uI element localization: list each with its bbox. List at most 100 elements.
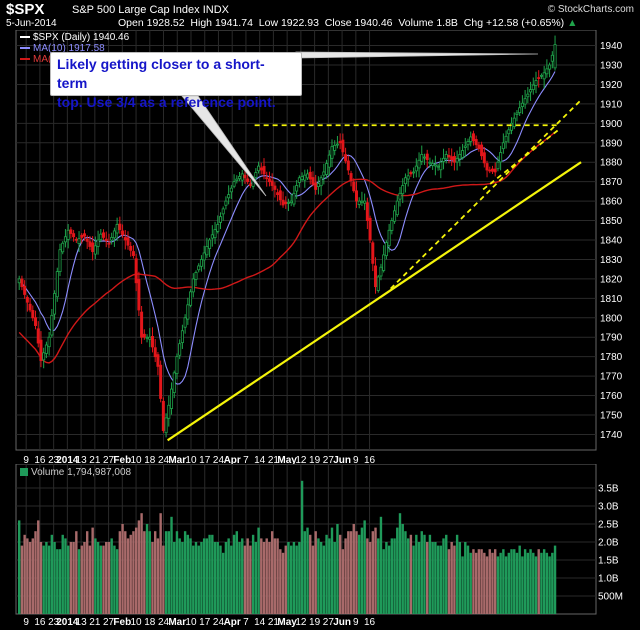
volume-bar-up [523,549,527,614]
volume-bar-up [287,542,290,614]
volume-bar-down [309,534,312,614]
volume-y-tick-label: 500M [598,592,623,603]
callout-pointer-down [181,95,267,197]
price-x-tick-label: 2014 [56,455,79,466]
volume-x-tick-label: 21 [268,617,280,628]
candle-up [295,185,299,192]
volume-bar-down [426,542,429,614]
price-y-tick-label: 1870 [600,177,623,188]
volume-bar-up [330,527,334,614]
candle-up [170,388,174,409]
candle-down [161,400,165,431]
ma-slow-line [18,131,556,364]
volume-y-tick-label: 1.5B [598,556,619,567]
price-x-tick-label: 23 [48,455,60,466]
candle-down [74,238,78,241]
volume-bar-up [145,524,149,614]
candle-down [20,278,24,288]
volume-bar-down [537,549,540,614]
candle-up [227,194,231,199]
volume-bar-up [197,545,200,614]
price-y-tick-label: 1840 [600,236,623,247]
volume-x-tick-label: Apr [224,617,241,628]
candle-up [213,229,217,239]
volume-bar-up [175,531,179,614]
volume-bar-down [488,549,491,614]
volume-bar-down [472,549,475,614]
candle-up [393,210,397,222]
volume-bar-down [371,531,374,614]
legend-volume-text: Volume 1,794,987,008 [31,467,132,478]
volume-bar-up [504,556,508,614]
volume-bar-up [47,545,51,614]
volume-bar-up [61,534,64,614]
volume-bar-down [491,552,494,614]
candle-up [172,372,176,393]
candle-up [58,249,62,273]
volume-bar-up [66,545,70,614]
candle-up [238,176,242,180]
volume-bar-up [507,552,510,614]
volume-x-tick-label: 10 [185,617,197,628]
volume-bar-down [485,556,489,614]
candle-up [442,157,446,162]
legend-ma-fast: MA(10) 1917.58 [20,43,105,54]
legend-ma-slow: MA(50) [20,54,66,65]
volume-bar-down [72,542,75,614]
volume-x-tick-label: 2014 [56,617,79,628]
candle-up [50,314,54,336]
volume-bar-up [513,549,516,614]
open-value: 1928.52 [146,17,185,29]
volume-bar-up [113,545,116,614]
candle-down [349,173,353,181]
candle-down [480,144,484,157]
volume-bar-up [328,538,331,614]
candle-up [384,242,388,257]
volume-bar-down [477,549,481,614]
candle-up [422,156,426,159]
volume-bar-up [235,531,238,614]
volume-bar-down [75,531,78,614]
candle-up [469,136,473,142]
volume-bar-down [31,538,34,614]
candle-down [36,328,40,344]
volume-bar-down [140,513,143,614]
candle-up [115,224,119,234]
candle-down [278,190,282,201]
close-label: Close [324,17,352,29]
volume-bar-down [260,538,263,614]
candle-down [482,152,486,164]
volume-bar-up [200,542,203,614]
candle-up [254,172,258,179]
price-x-tick-label: 21 [89,455,101,466]
volume-bar-down [368,542,372,614]
candle-down [490,168,494,172]
volume-bar-down [265,538,268,614]
volume-bar-up [219,545,222,614]
trendlines [166,99,582,442]
legend-ma-slow-swatch [20,58,30,61]
price-x-tick-label: 16 [34,455,46,466]
price-x-tick-label: 24 [213,455,225,466]
volume-y-tick-label: 2.0B [598,538,619,549]
candle-up [526,93,530,98]
price-x-tick-label: 27 [323,455,335,466]
candle-up [224,200,228,206]
candle-down [265,177,269,180]
price-y-tick-label: 1860 [600,197,623,208]
price-y-tick-label: 1930 [600,61,623,72]
volume-bar-down [338,534,342,614]
volume-bar-down [352,524,355,614]
volume-bar-up [382,549,385,614]
volume-bar-down [347,531,350,614]
trendline-dashed [482,128,560,191]
volume-bar-up [499,552,502,614]
volume-bar-up [469,552,472,614]
volume-x-tick-label: 12 [295,617,307,628]
volume-x-tick-label: 24 [213,617,225,628]
candle-up [520,102,524,107]
candle-up [504,135,508,143]
candle-down [91,242,95,253]
candle-up [232,181,236,187]
volume-bar-up [56,549,59,614]
